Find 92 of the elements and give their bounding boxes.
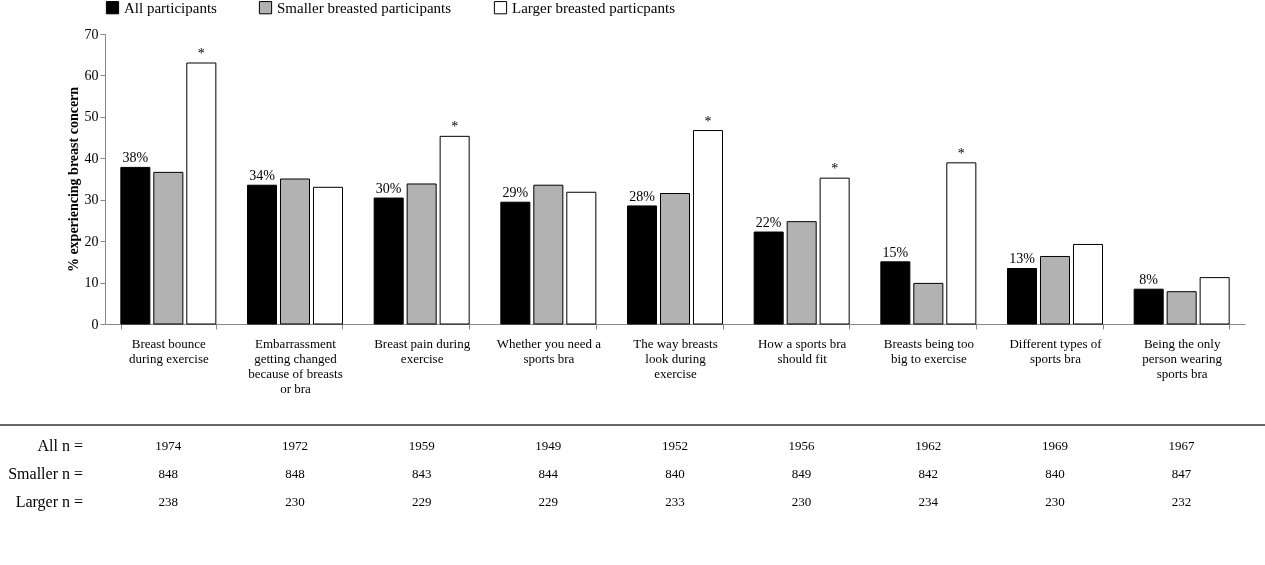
- legend-label: Smaller breasted participants: [277, 0, 452, 16]
- legend-label: Larger breasted particpants: [512, 0, 676, 16]
- data-label: 15%: [882, 244, 909, 260]
- text: 229: [410, 494, 433, 510]
- legend-label: All participants: [124, 0, 218, 16]
- bar: [566, 191, 597, 325]
- x-tick-label: Whether you need a sports bra: [496, 335, 602, 366]
- text: 849: [790, 466, 813, 482]
- data-label: 8%: [1139, 272, 1159, 288]
- x-tick-label: Being the only person wearing sports bra: [1142, 335, 1223, 381]
- x-tick-label: Breasts being too big to exercise: [883, 335, 974, 366]
- bar: [500, 201, 531, 325]
- bar: [153, 171, 184, 325]
- bar: [120, 166, 151, 325]
- bar: [312, 186, 343, 325]
- y-tick-label: 70: [84, 26, 99, 42]
- y-tick-label: 0: [91, 316, 99, 332]
- data-label: *: [831, 161, 839, 177]
- bar: [186, 62, 217, 325]
- bar: [786, 221, 817, 325]
- y-tick-label: 30: [84, 192, 99, 208]
- text: 840: [1044, 466, 1066, 482]
- bar: [247, 184, 278, 325]
- x-tick-label: How a sports bra should fit: [757, 335, 847, 366]
- text: 234: [917, 494, 939, 510]
- bar: [1007, 267, 1038, 325]
- text: 843: [410, 466, 433, 482]
- text: 847: [1170, 466, 1193, 482]
- text: 1972: [281, 438, 309, 454]
- x-tick-label: Breast bounce during exercise: [128, 335, 209, 366]
- text: 1969: [1040, 438, 1069, 454]
- y-tick-label: 50: [84, 109, 99, 125]
- y-tick-label: 20: [84, 233, 99, 249]
- y-tick-label: 40: [84, 150, 99, 166]
- text: 1974: [154, 438, 183, 454]
- bar: [373, 197, 404, 325]
- bar: [1133, 288, 1164, 325]
- text: 1962: [914, 438, 943, 454]
- data-label: *: [451, 119, 459, 135]
- data-label: *: [197, 46, 205, 61]
- data-label: 28%: [629, 188, 656, 204]
- text: 848: [284, 466, 306, 482]
- bar: [913, 282, 944, 325]
- y-axis-title: % experiencing breast concern: [65, 86, 81, 273]
- bar: [819, 177, 850, 325]
- bar: [1166, 291, 1197, 325]
- bar: [406, 183, 437, 325]
- data-label: *: [957, 145, 965, 161]
- text: 844: [537, 466, 560, 482]
- bar: [1199, 277, 1230, 325]
- bar: [533, 184, 564, 325]
- text: 229: [537, 494, 560, 510]
- text: 230: [1044, 494, 1066, 510]
- x-tick-label: Embarrassment getting changed because of breasts or bra: [248, 335, 343, 396]
- bar: [659, 193, 691, 325]
- x-tick-label: Different types of sports bra: [1009, 335, 1103, 366]
- data-label: 38%: [122, 150, 149, 166]
- text: 848: [157, 466, 180, 482]
- bar: [753, 231, 784, 325]
- text: Smaller n =: [7, 465, 84, 483]
- text: 1949: [534, 438, 563, 454]
- text: 232: [1170, 494, 1193, 510]
- text: 1967: [1167, 438, 1196, 454]
- y-tick-label: 60: [84, 67, 99, 83]
- data-label: 29%: [502, 185, 529, 201]
- text: 1952: [660, 438, 689, 454]
- bar: [1039, 255, 1071, 325]
- bar: [279, 178, 311, 325]
- bar: [692, 130, 723, 325]
- bar: [439, 135, 470, 325]
- data-label: 22%: [755, 215, 782, 231]
- text: All n =: [36, 437, 84, 455]
- x-tick-label: Breast pain during exercise: [374, 335, 471, 366]
- data-label: *: [704, 113, 712, 129]
- text: Larger n =: [14, 493, 84, 511]
- bar: [627, 205, 658, 325]
- text: 238: [157, 494, 180, 510]
- text: 1956: [787, 438, 816, 454]
- text: 1959: [407, 438, 436, 454]
- bar: [946, 162, 977, 325]
- data-label: 30%: [375, 181, 402, 197]
- text: 230: [790, 494, 813, 510]
- y-tick-label: 10: [84, 275, 99, 291]
- bar: [1072, 243, 1103, 325]
- data-label: 34%: [249, 168, 276, 184]
- bar: [880, 261, 911, 325]
- data-label: 13%: [1009, 251, 1036, 267]
- text: 233: [664, 494, 686, 510]
- text: 230: [284, 494, 306, 510]
- text: 842: [917, 466, 939, 482]
- text: 840: [664, 466, 686, 482]
- x-tick-label: The way breasts look during exercise: [633, 335, 718, 381]
